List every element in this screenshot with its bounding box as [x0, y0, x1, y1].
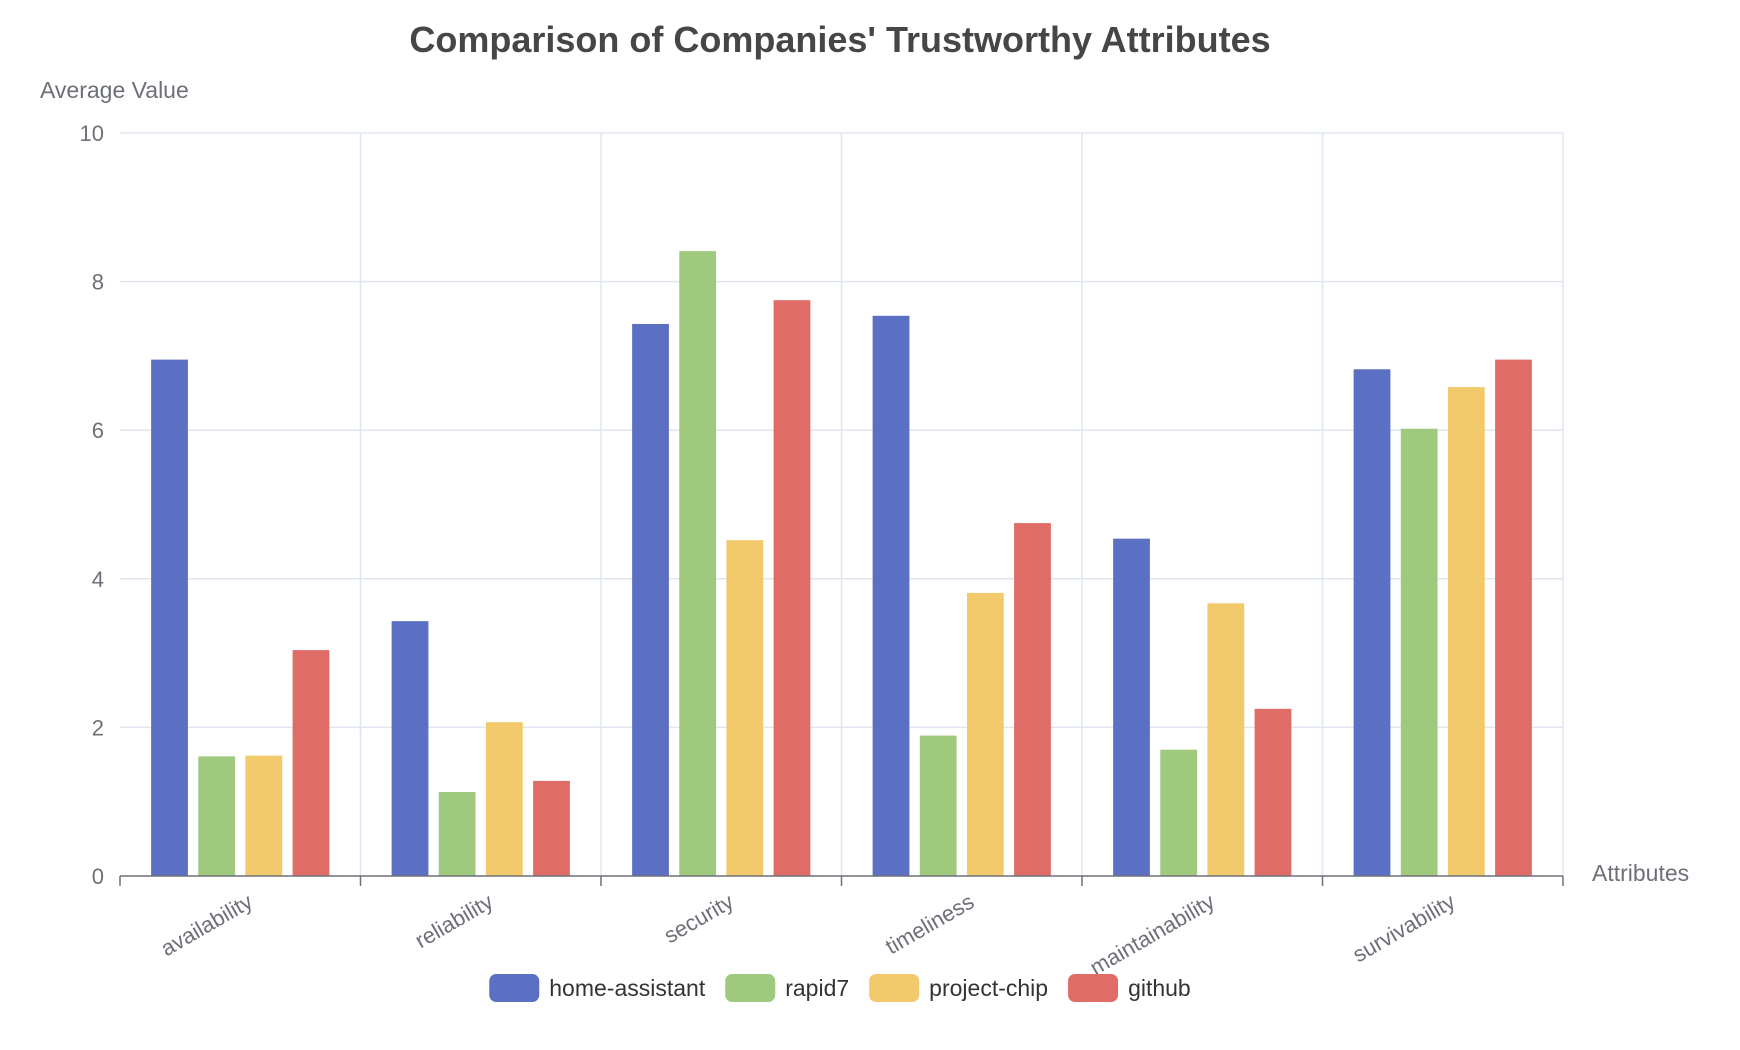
y-tick-label: 8	[92, 270, 104, 295]
bars	[151, 251, 1532, 877]
legend-item-home-assistant[interactable]: home-assistant	[489, 974, 706, 1002]
y-tick-label: 0	[92, 864, 104, 889]
legend-item-rapid7[interactable]: rapid7	[725, 974, 849, 1002]
legend-swatch	[725, 974, 776, 1002]
bar-home-assistant-timeliness[interactable]	[872, 315, 910, 876]
x-tick-label: reliability	[411, 889, 498, 953]
bar-rapid7-survivability[interactable]	[1400, 428, 1438, 876]
grid	[120, 132, 1564, 876]
chart-title: Comparison of Companies' Trustworthy Att…	[409, 19, 1270, 60]
legend-swatch	[869, 974, 920, 1002]
legend-label: home-assistant	[549, 975, 706, 1001]
y-tick-label: 4	[92, 567, 104, 592]
legend-label: project-chip	[929, 975, 1048, 1001]
legend-item-github[interactable]: github	[1068, 974, 1191, 1002]
y-tick-label: 10	[80, 121, 104, 146]
y-tick-label: 6	[92, 418, 104, 443]
y-tick-label: 2	[92, 715, 104, 740]
bar-github-survivability[interactable]	[1495, 359, 1532, 876]
bar-project-chip-reliability[interactable]	[485, 722, 523, 876]
legend-label: rapid7	[785, 975, 849, 1001]
x-tick-label: timeliness	[881, 889, 978, 960]
y-axis-label: Average Value	[40, 77, 189, 103]
bar-github-maintainability[interactable]	[1254, 708, 1292, 876]
bar-project-chip-maintainability[interactable]	[1207, 603, 1245, 876]
legend-swatch	[489, 974, 540, 1002]
legend[interactable]: home-assistant rapid7 project-chip github	[489, 974, 1191, 1002]
bar-home-assistant-reliability[interactable]	[391, 621, 429, 876]
bar-github-reliability[interactable]	[533, 780, 570, 876]
bar-rapid7-timeliness[interactable]	[919, 735, 957, 876]
bar-rapid7-reliability[interactable]	[438, 792, 476, 876]
bar-home-assistant-survivability[interactable]	[1353, 369, 1391, 876]
bar-github-security[interactable]	[773, 300, 811, 876]
legend-label: github	[1128, 975, 1191, 1001]
bar-rapid7-availability[interactable]	[198, 756, 236, 876]
x-tick-label: availability	[156, 889, 256, 961]
bar-project-chip-timeliness[interactable]	[966, 592, 1004, 876]
bar-rapid7-security[interactable]	[679, 251, 717, 877]
bar-home-assistant-availability[interactable]	[151, 359, 188, 876]
bar-github-timeliness[interactable]	[1014, 523, 1051, 876]
x-axis-label: Attributes	[1592, 860, 1689, 886]
bar-github-availability[interactable]	[292, 650, 330, 876]
legend-swatch	[1068, 974, 1119, 1002]
legend-item-project-chip[interactable]: project-chip	[869, 974, 1048, 1002]
bar-home-assistant-maintainability[interactable]	[1113, 538, 1150, 876]
bar-project-chip-survivability[interactable]	[1447, 387, 1485, 876]
x-tick-label: security	[660, 889, 738, 949]
x-tick-label: maintainability	[1086, 889, 1219, 980]
bar-project-chip-security[interactable]	[726, 540, 764, 876]
x-tick-label: survivability	[1348, 889, 1459, 968]
bar-home-assistant-security[interactable]	[632, 323, 669, 876]
bar-project-chip-availability[interactable]	[245, 755, 283, 876]
bar-rapid7-maintainability[interactable]	[1160, 749, 1198, 876]
